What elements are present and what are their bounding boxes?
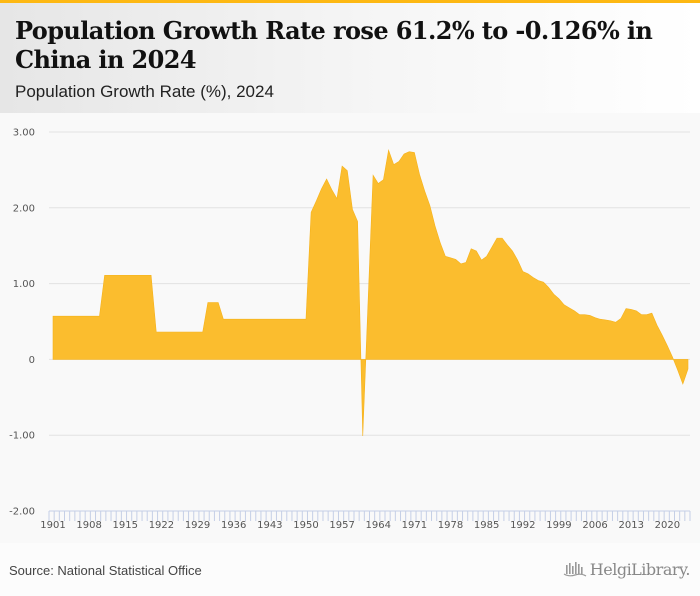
x-tick-label: 1950: [293, 520, 318, 531]
y-tick-label: 3.00: [13, 128, 35, 139]
series-area: [52, 149, 689, 436]
y-tick-label: 1.00: [13, 279, 35, 290]
x-tick-label: 1978: [438, 520, 463, 531]
y-axis: 3.00 2.00 1.00 0 -1.00 -2.00: [9, 128, 35, 518]
y-tick-label: 2.00: [13, 203, 35, 214]
brand-logo[interactable]: HelgiLibrary.: [563, 560, 691, 579]
chart-footer: Source: National Statistical Office Helg…: [0, 543, 700, 596]
x-tick-label: 1915: [113, 520, 138, 531]
x-tick-label: 1985: [474, 520, 499, 531]
chart-title: Population Growth Rate rose 61.2% to -0.…: [15, 16, 653, 74]
chart-area: 3.00 2.00 1.00 0 -1.00 -2.00 1901 1908 1915 1922…: [0, 113, 700, 543]
library-icon: [563, 562, 587, 577]
x-tick-label: 1908: [76, 520, 101, 531]
x-tick-label: 1936: [221, 520, 246, 531]
y-tick-label: -1.00: [9, 431, 35, 442]
chart-header: Population Growth Rate rose 61.2% to -0.…: [0, 3, 700, 113]
brand-name: HelgiLibrary.: [589, 560, 691, 579]
x-tick-label: 2013: [618, 520, 643, 531]
x-tick-label: 1929: [185, 520, 210, 531]
x-tick-label: 1901: [40, 520, 65, 531]
x-tick-label: 1922: [149, 520, 174, 531]
x-tick-label: 1992: [510, 520, 535, 531]
source-note: Source: National Statistical Office: [9, 563, 202, 578]
x-tick-label: 2006: [582, 520, 607, 531]
y-tick-label: -2.00: [9, 507, 35, 518]
area-layer: [52, 149, 689, 436]
chart-svg: 3.00 2.00 1.00 0 -1.00 -2.00 1901 1908 1915 1922…: [9, 128, 691, 531]
x-tick-label: 1964: [366, 520, 391, 531]
x-tick-label: 1971: [402, 520, 427, 531]
x-tick-label: 1999: [546, 520, 571, 531]
y-tick-label: 0: [29, 355, 35, 366]
x-tick-label: 1943: [257, 520, 282, 531]
x-tick-label: 2020: [655, 520, 680, 531]
chart-subtitle: Population Growth Rate (%), 2024: [15, 82, 274, 101]
x-tick-label: 1957: [329, 520, 354, 531]
accent-bar: [0, 0, 700, 3]
x-axis: 1901 1908 1915 1922 1929 1936 1943 1950 1957 1964…: [40, 510, 691, 531]
